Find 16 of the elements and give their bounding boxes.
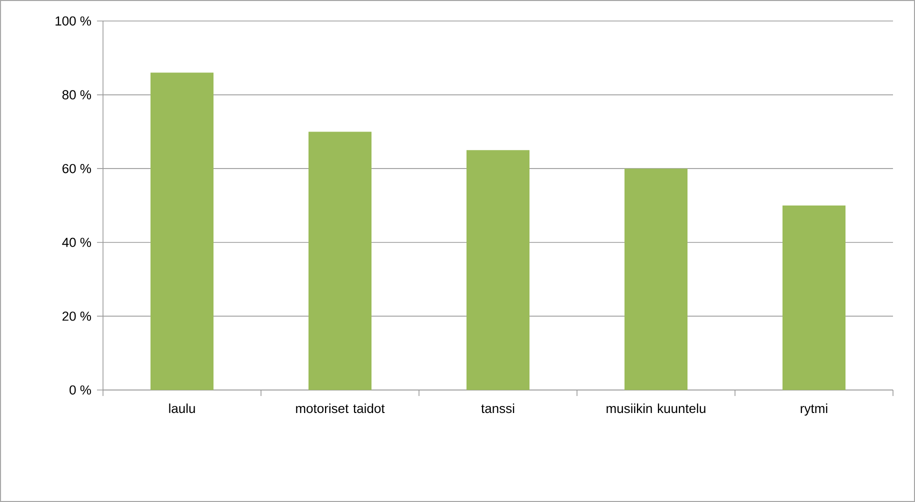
x-tick-label: rytmi [800,404,828,416]
bar [782,205,846,390]
y-tick-label: 20 % [62,312,92,321]
bar [308,132,372,390]
bar [466,150,530,390]
y-tick-label: 80 % [62,90,92,100]
y-tick-label: 60 % [62,164,92,174]
x-tick-label: tanssi [481,404,514,414]
x-tick-label: motoriset taidot [296,404,385,414]
y-tick-label: 100 % [56,16,92,26]
x-tick-label: musiikin kuuntelu [606,404,706,414]
bar [624,168,688,390]
bar [150,72,214,390]
y-tick-label: 40 % [62,238,92,247]
y-tick-label: 0 % [70,385,92,395]
x-tick-label: laulu [169,404,195,414]
